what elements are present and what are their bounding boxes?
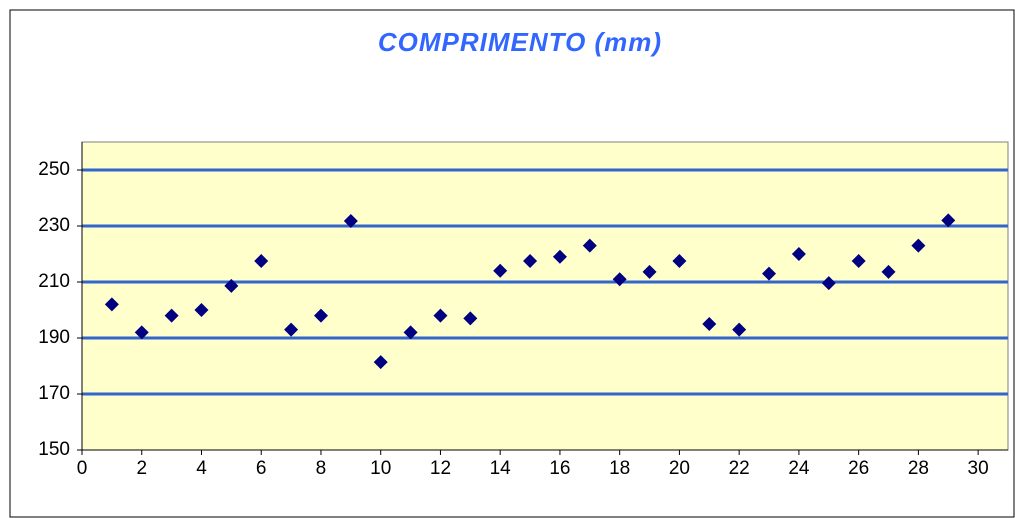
marker <box>612 272 627 287</box>
x-tick-label: 2 <box>136 458 147 479</box>
x-tick-label: 14 <box>490 458 512 479</box>
marker <box>134 325 149 340</box>
x-tick-label: 8 <box>316 458 327 479</box>
x-tick-label: 4 <box>196 458 207 479</box>
marker <box>702 317 717 331</box>
x-tick-label: 12 <box>430 458 451 479</box>
marker <box>313 308 328 323</box>
marker <box>762 266 777 281</box>
marker <box>791 247 806 261</box>
x-tick-label: 10 <box>370 458 391 479</box>
x-tick-label: 20 <box>669 458 690 479</box>
marker <box>821 276 836 291</box>
x-tick-label: 28 <box>908 458 929 479</box>
marker <box>403 325 418 340</box>
x-tick-label: 16 <box>549 458 570 479</box>
marker <box>463 311 478 326</box>
marker <box>911 238 926 253</box>
y-tick-label: 170 <box>38 383 70 404</box>
marker <box>552 249 567 264</box>
marker <box>941 213 956 228</box>
marker <box>523 254 538 268</box>
marker <box>373 355 388 370</box>
marker <box>672 254 687 268</box>
marker <box>493 263 508 278</box>
marker <box>343 213 358 228</box>
y-tick-label: 210 <box>38 271 70 292</box>
x-tick-label: 18 <box>609 458 630 479</box>
x-tick-label: 6 <box>256 458 267 479</box>
marker <box>642 264 657 279</box>
marker <box>194 303 209 317</box>
marker <box>881 264 896 279</box>
marker <box>104 297 119 312</box>
y-tick-label: 150 <box>38 439 70 460</box>
marker <box>224 278 239 293</box>
chart-title: COMPRIMENTO (mm) <box>378 27 662 57</box>
x-tick-label: 24 <box>788 458 810 479</box>
y-tick-label: 250 <box>38 159 70 180</box>
x-tick-label: 0 <box>77 458 88 479</box>
marker <box>433 308 448 323</box>
x-tick-label: 26 <box>848 458 869 479</box>
y-tick-label: 230 <box>38 215 70 236</box>
x-tick-label: 30 <box>968 458 989 479</box>
marker <box>582 238 597 253</box>
marker <box>851 254 866 268</box>
plot-area <box>81 141 1009 451</box>
marker <box>254 254 269 268</box>
marker <box>284 322 299 337</box>
x-tick-label: 22 <box>729 458 750 479</box>
y-tick-label: 190 <box>38 327 70 348</box>
marker <box>164 308 179 323</box>
marker <box>732 322 747 337</box>
